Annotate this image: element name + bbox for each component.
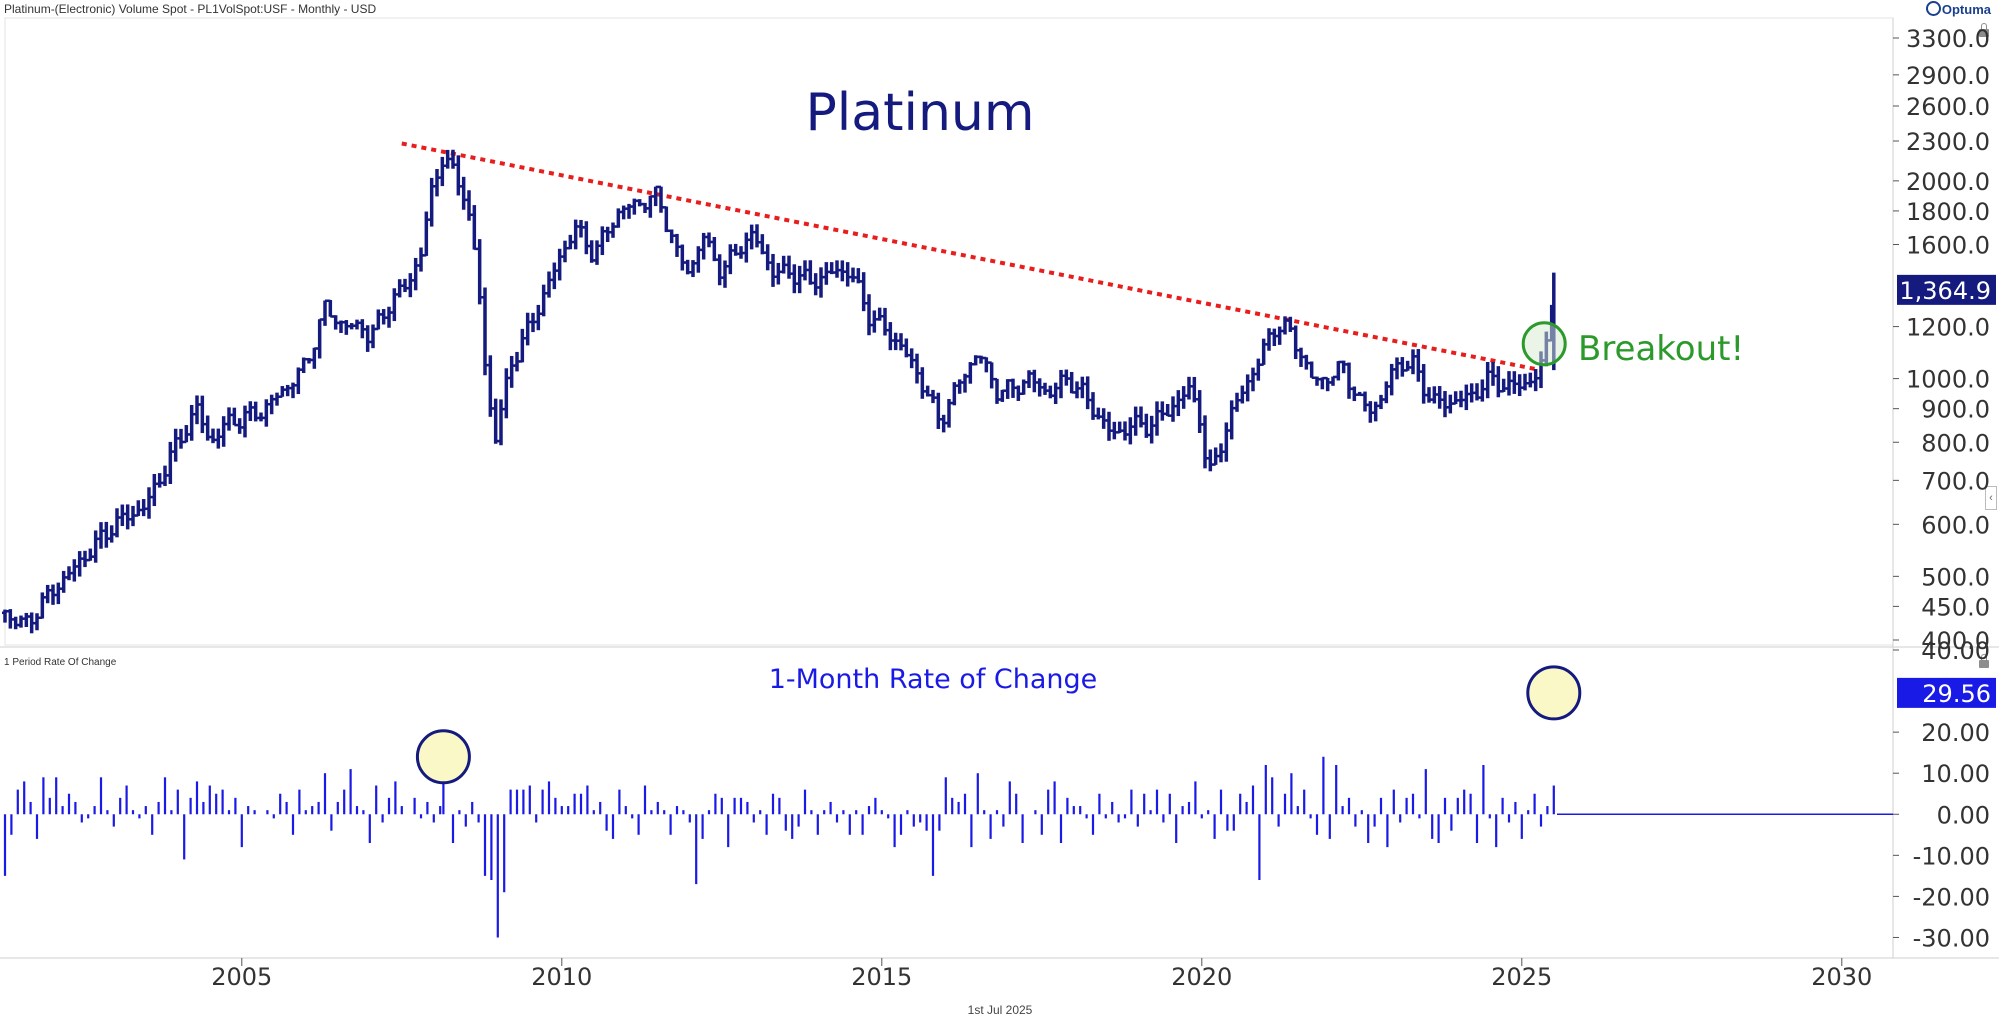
price-tick-label: 2300.0	[1906, 128, 1990, 156]
chart-header-title: Platinum-(Electronic) Volume Spot - PL1V…	[4, 2, 377, 16]
date-tick-label: 2015	[851, 963, 912, 991]
roc-tick-label: -10.00	[1913, 842, 1990, 870]
roc-value-tag	[1897, 677, 1996, 708]
lock-icon[interactable]	[1979, 23, 1989, 37]
price-tick-label: 500.0	[1921, 563, 1990, 591]
roc-value-label: 29.56	[1922, 680, 1991, 708]
trendline	[401, 141, 1542, 373]
roc-tick-label: 10.00	[1921, 760, 1990, 788]
date-tick-label: 2010	[531, 963, 592, 991]
price-value-label: 1,364.9	[1899, 277, 1991, 305]
brand-label: Optuma	[1941, 2, 1991, 17]
breakout-label: Breakout!	[1578, 329, 1744, 369]
price-tick-label: 3300.0	[1906, 25, 1990, 53]
roc-tick-label: 20.00	[1921, 719, 1990, 747]
roc-highlight-circle	[415, 729, 471, 785]
price-tick-label: 600.0	[1921, 511, 1990, 539]
price-tick-label: 2600.0	[1906, 93, 1990, 121]
price-tick-label: 1000.0	[1906, 366, 1990, 394]
price-tick-label: 400.0	[1921, 627, 1990, 655]
price-tick-label: 1200.0	[1906, 314, 1990, 342]
date-tick-label: 2030	[1811, 963, 1872, 991]
date-tick-label: 2025	[1491, 963, 1552, 991]
breakout-circle	[1521, 321, 1567, 367]
roc-highlight-circle	[1526, 665, 1582, 721]
roc-legend-label: 1 Period Rate Of Change	[4, 657, 117, 668]
roc-tick-label: 40.00	[1921, 637, 1990, 665]
collapse-arrow-icon[interactable]: ‹	[1985, 486, 1997, 510]
price-tick-label: 700.0	[1921, 467, 1990, 495]
price-tick-label: 1600.0	[1906, 232, 1990, 260]
price-value-tag	[1897, 274, 1996, 305]
roc-chart-title: 1-Month Rate of Change	[769, 664, 1098, 695]
date-tick-label: 2020	[1171, 963, 1232, 991]
price-tick-label: 2000.0	[1906, 168, 1990, 196]
lock-icon[interactable]	[1979, 654, 1989, 668]
roc-tick-label: -30.00	[1913, 924, 1990, 952]
roc-tick-label: 0.00	[1937, 801, 1990, 829]
price-chart-title: Platinum	[805, 83, 1034, 143]
optuma-logo: Optuma	[1925, 1, 1991, 17]
price-tick-label: 2900.0	[1906, 62, 1990, 90]
price-tick-label: 450.0	[1921, 593, 1990, 621]
footer-date: 1st Jul 2025	[967, 1003, 1033, 1017]
optuma-logo-icon	[1925, 1, 1941, 16]
date-tick-label: 2005	[211, 963, 272, 991]
roc-tick-label: -20.00	[1913, 883, 1990, 911]
price-tick-label: 900.0	[1921, 396, 1990, 424]
price-tick-label: 800.0	[1921, 429, 1990, 457]
price-tick-label: 1800.0	[1906, 198, 1990, 226]
